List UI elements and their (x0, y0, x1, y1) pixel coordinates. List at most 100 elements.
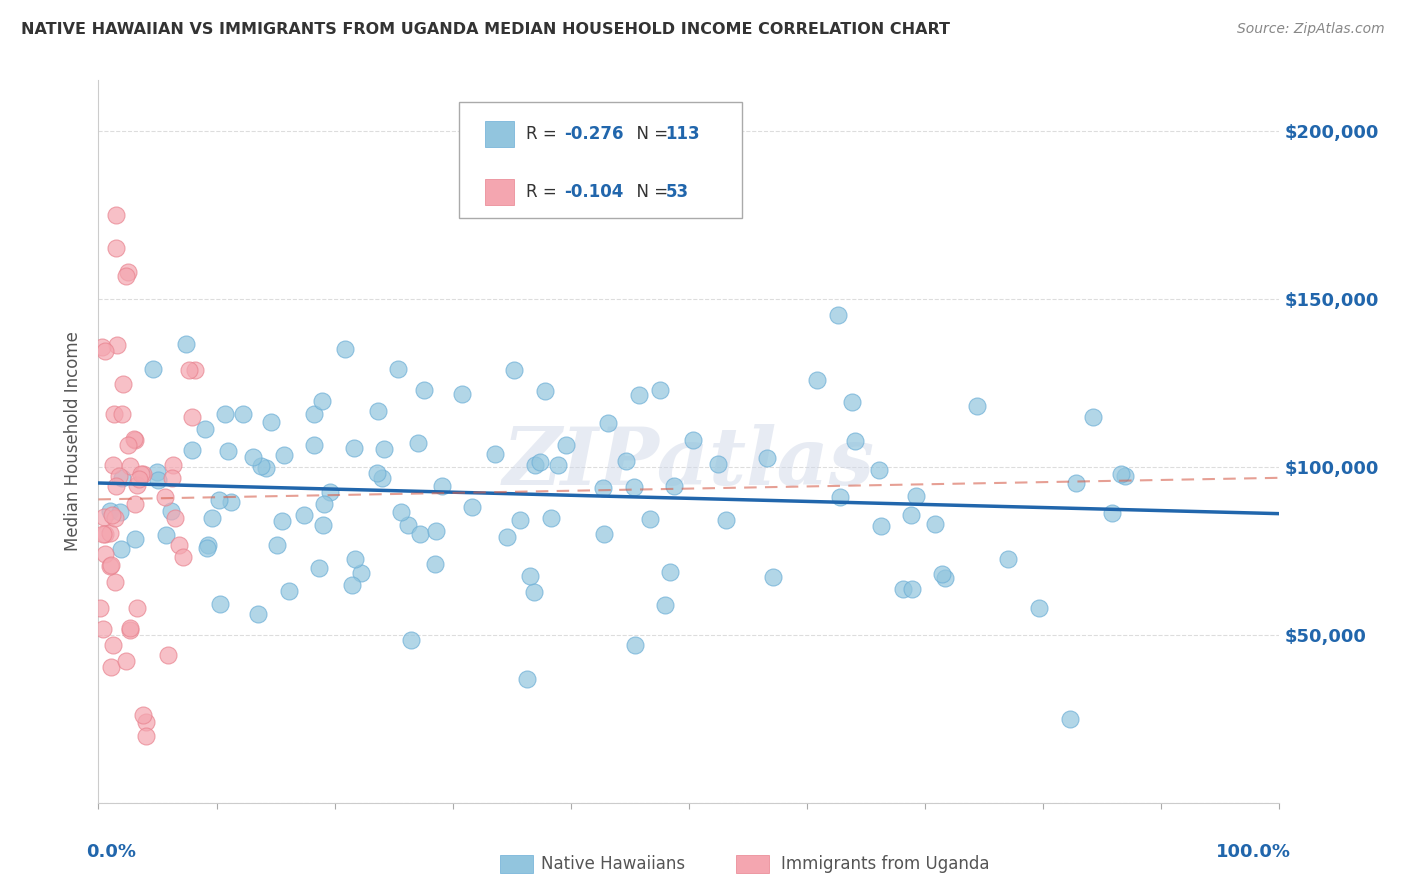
Point (124, 432, 146, 446)
FancyBboxPatch shape (501, 855, 533, 873)
Point (98, 504, 121, 518)
Point (260, 415, 283, 429)
Point (101, 508, 124, 523)
Point (523, 584, 546, 599)
Point (181, 443, 204, 458)
Point (648, 383, 671, 397)
Text: N =: N = (626, 183, 673, 202)
Text: R =: R = (526, 126, 562, 144)
Text: ZIPatlas: ZIPatlas (503, 425, 875, 502)
Point (1114, 469, 1136, 483)
Point (593, 526, 616, 541)
Text: Immigrants from Uganda: Immigrants from Uganda (782, 855, 990, 873)
Point (841, 394, 863, 409)
Point (333, 342, 356, 356)
Point (91, 527, 114, 541)
Point (756, 451, 779, 466)
Point (409, 527, 432, 541)
FancyBboxPatch shape (458, 102, 742, 218)
Text: 113: 113 (665, 126, 700, 144)
Point (129, 467, 152, 481)
Point (408, 436, 430, 450)
Point (148, 473, 170, 487)
Point (638, 511, 661, 525)
Point (101, 638, 124, 652)
Point (89, 600, 111, 615)
Point (1064, 476, 1087, 491)
Point (314, 497, 336, 511)
Text: NATIVE HAWAIIAN VS IMMIGRANTS FROM UGANDA MEDIAN HOUSEHOLD INCOME CORRELATION CH: NATIVE HAWAIIAN VS IMMIGRANTS FROM UGAND… (21, 22, 950, 37)
Point (183, 363, 205, 377)
Point (98, 526, 121, 541)
Point (124, 434, 146, 448)
Point (167, 538, 190, 552)
Point (242, 450, 264, 464)
Point (217, 444, 239, 458)
Point (308, 560, 330, 574)
Point (540, 511, 562, 525)
Point (128, 472, 150, 486)
Point (120, 458, 142, 473)
Point (484, 446, 506, 460)
Point (201, 511, 224, 525)
Point (104, 574, 127, 589)
Point (373, 442, 395, 457)
Point (172, 549, 194, 564)
Point (155, 527, 177, 541)
Point (614, 454, 637, 468)
Point (124, 532, 146, 546)
Point (103, 458, 125, 472)
Point (868, 463, 890, 477)
Point (278, 583, 301, 598)
Point (93, 547, 115, 561)
Point (117, 265, 139, 279)
Point (174, 337, 197, 351)
Point (844, 434, 866, 448)
Point (111, 471, 134, 485)
Point (271, 515, 294, 529)
Point (343, 441, 366, 455)
Point (100, 558, 122, 572)
Point (93, 509, 115, 524)
Point (461, 500, 484, 515)
Point (312, 518, 335, 533)
Point (391, 504, 413, 518)
Point (662, 478, 685, 492)
Point (450, 387, 472, 401)
Point (142, 361, 165, 376)
Point (367, 404, 389, 418)
Point (197, 538, 219, 552)
Point (827, 308, 849, 322)
Point (830, 490, 852, 504)
Point (430, 478, 453, 492)
Point (1059, 712, 1081, 726)
Point (105, 241, 128, 255)
Point (924, 516, 946, 531)
Point (524, 458, 547, 472)
Point (135, 729, 157, 743)
Y-axis label: Median Household Income: Median Household Income (65, 332, 83, 551)
Point (179, 363, 201, 377)
Point (624, 638, 647, 652)
Point (219, 495, 242, 509)
Point (254, 461, 277, 475)
Point (103, 407, 125, 421)
Text: -0.276: -0.276 (564, 126, 623, 144)
Point (495, 530, 517, 544)
Point (344, 552, 367, 566)
Point (194, 422, 217, 436)
Point (181, 409, 204, 424)
Point (398, 517, 420, 532)
Point (104, 510, 127, 524)
Point (340, 578, 363, 592)
Point (110, 542, 132, 557)
Text: Native Hawaiians: Native Hawaiians (541, 855, 686, 873)
Point (682, 434, 704, 448)
Point (901, 582, 924, 596)
Point (111, 407, 134, 421)
Point (132, 467, 155, 481)
Point (412, 384, 434, 398)
Point (117, 438, 139, 452)
Point (966, 399, 988, 413)
Point (503, 363, 526, 377)
